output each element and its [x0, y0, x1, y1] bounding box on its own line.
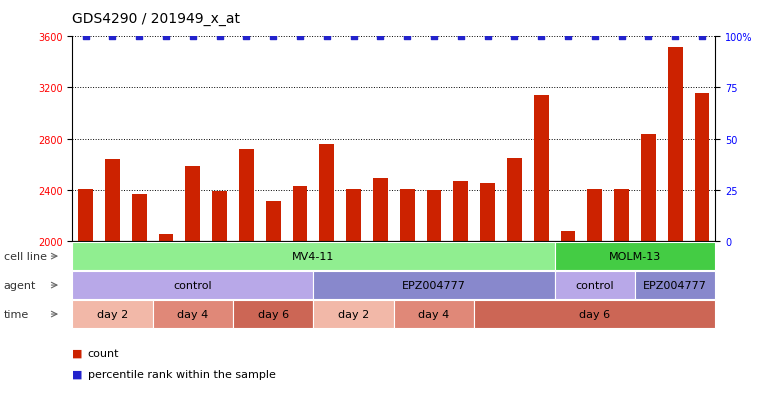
Point	[562, 34, 574, 40]
Bar	[346, 189, 361, 242]
Bar	[132, 195, 147, 242]
Bar	[587, 189, 602, 242]
Point	[374, 34, 387, 40]
Point	[642, 34, 654, 40]
Point	[80, 34, 92, 40]
Text: MOLM-13: MOLM-13	[609, 252, 661, 261]
Point	[294, 34, 306, 40]
Point	[535, 34, 547, 40]
Bar	[614, 189, 629, 242]
Point	[186, 34, 199, 40]
Point	[455, 34, 467, 40]
Bar	[239, 150, 254, 242]
Point	[401, 34, 413, 40]
Text: day 4: day 4	[177, 309, 209, 319]
Point	[267, 34, 279, 40]
Text: day 6: day 6	[579, 309, 610, 319]
Bar	[293, 187, 307, 242]
Text: day 2: day 2	[338, 309, 369, 319]
Text: count: count	[88, 348, 119, 358]
Text: control: control	[174, 280, 212, 290]
Bar	[454, 182, 468, 242]
Point	[133, 34, 145, 40]
Point	[696, 34, 708, 40]
Bar	[507, 159, 522, 242]
Point	[107, 34, 119, 40]
Text: day 2: day 2	[97, 309, 128, 319]
Point	[214, 34, 226, 40]
Text: ■: ■	[72, 348, 83, 358]
Bar	[641, 134, 656, 242]
Bar	[668, 47, 683, 242]
Text: day 6: day 6	[258, 309, 289, 319]
Bar	[266, 202, 281, 242]
Text: EPZ004777: EPZ004777	[643, 280, 707, 290]
Text: cell line: cell line	[4, 252, 47, 261]
Text: ■: ■	[72, 369, 83, 379]
Text: agent: agent	[4, 280, 37, 290]
Bar	[320, 145, 334, 242]
Text: day 4: day 4	[419, 309, 450, 319]
Bar	[78, 189, 93, 242]
Bar	[400, 189, 415, 242]
Bar	[427, 190, 441, 242]
Point	[589, 34, 601, 40]
Bar	[695, 93, 709, 242]
Bar	[561, 231, 575, 242]
Text: percentile rank within the sample: percentile rank within the sample	[88, 369, 275, 379]
Point	[669, 34, 681, 40]
Bar	[480, 183, 495, 242]
Point	[240, 34, 253, 40]
Bar	[533, 96, 549, 242]
Point	[160, 34, 172, 40]
Text: EPZ004777: EPZ004777	[402, 280, 466, 290]
Point	[508, 34, 521, 40]
Bar	[373, 179, 388, 242]
Text: time: time	[4, 309, 29, 319]
Text: GDS4290 / 201949_x_at: GDS4290 / 201949_x_at	[72, 12, 240, 26]
Bar	[105, 160, 119, 242]
Point	[482, 34, 494, 40]
Point	[616, 34, 628, 40]
Text: MV4-11: MV4-11	[292, 252, 335, 261]
Bar	[212, 192, 227, 242]
Point	[428, 34, 440, 40]
Point	[348, 34, 360, 40]
Bar	[159, 234, 174, 242]
Text: control: control	[575, 280, 614, 290]
Point	[320, 34, 333, 40]
Bar	[186, 166, 200, 242]
